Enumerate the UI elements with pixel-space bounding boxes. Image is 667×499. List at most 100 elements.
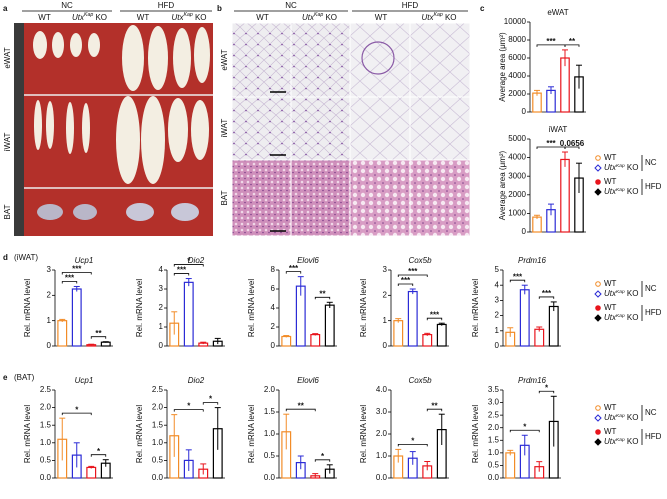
bar xyxy=(532,92,542,113)
y-tick-label: 0.0 xyxy=(40,473,52,482)
y-tick-label: 2 xyxy=(271,322,276,331)
legend-label: WT xyxy=(604,279,617,288)
legend-group: HFD xyxy=(645,182,662,191)
y-tick-label: 0.5 xyxy=(40,456,52,465)
gene-name: Utx xyxy=(171,13,184,22)
error-bar xyxy=(548,86,554,94)
error-bar xyxy=(507,449,514,456)
legend-marker xyxy=(594,164,602,172)
gene-name: Utx xyxy=(604,437,617,446)
significance-bracket xyxy=(285,408,316,412)
y-tick-label: 2 xyxy=(159,303,164,312)
y-tick-label: 2.0 xyxy=(376,429,388,438)
panel-letter: e xyxy=(3,373,8,382)
significance-label: *** xyxy=(401,276,411,285)
y-tick-label: 8000 xyxy=(508,35,526,44)
genotype-label: UtxKap KO xyxy=(604,163,638,172)
diet-header: NC xyxy=(61,1,73,10)
y-tick-label: 2.5 xyxy=(488,410,500,419)
significance-label: *** xyxy=(430,310,440,319)
chart-title: Dio2 xyxy=(188,376,205,385)
genotype-suffix: KO xyxy=(625,163,639,172)
significance-label: * xyxy=(523,422,527,431)
y-tick-label: 6000 xyxy=(508,53,526,62)
error-bar xyxy=(536,461,543,472)
y-tick-label: 2 xyxy=(495,311,500,320)
chart-title: Cox5b xyxy=(408,376,432,385)
y-tick-label: 5 xyxy=(495,265,500,274)
legend-marker xyxy=(594,290,602,298)
significance-label: ** xyxy=(95,329,102,338)
error-bar xyxy=(521,284,528,295)
significance-bracket xyxy=(538,390,555,394)
genotype-suffix: KO xyxy=(193,13,207,22)
bar xyxy=(534,328,545,347)
error-bar xyxy=(534,214,540,219)
y-tick-label: 8 xyxy=(271,265,276,274)
y-tick-label: 2.0 xyxy=(152,403,164,412)
gene-name: Utx xyxy=(604,289,617,298)
y-tick-label: 2.5 xyxy=(152,385,164,394)
y-tick-label: 4 xyxy=(495,280,500,289)
error-bar xyxy=(409,288,416,295)
significance-bracket xyxy=(61,281,78,284)
error-bar xyxy=(395,448,402,463)
significance-bracket xyxy=(397,283,414,286)
legend-label: WT xyxy=(604,303,617,312)
y-tick-label: 3.0 xyxy=(376,407,388,416)
error-bar xyxy=(534,89,540,96)
y-tick-label: 0 xyxy=(159,341,164,350)
legend-group: NC xyxy=(645,158,657,167)
y-tick-label: 1.5 xyxy=(152,420,164,429)
legend-marker xyxy=(594,438,602,446)
error-bar xyxy=(312,333,319,336)
error-bar xyxy=(102,459,109,467)
allele-superscript: Kap xyxy=(84,12,93,18)
y-tick-label: 0.5 xyxy=(152,456,164,465)
chart-title: Prdm16 xyxy=(518,256,547,265)
error-bar xyxy=(283,413,290,450)
significance-label: * xyxy=(187,402,191,411)
genotype-label: UtxKap KO xyxy=(72,12,107,22)
histology-tiles xyxy=(231,22,471,237)
y-tick-label: 4000 xyxy=(508,153,526,162)
genotype-suffix: KO xyxy=(93,13,107,22)
chart-title: Cox5b xyxy=(408,256,432,265)
y-tick-label: 1 xyxy=(495,326,500,335)
error-bar xyxy=(297,276,304,296)
y-tick-label: 1.5 xyxy=(488,435,500,444)
error-bar xyxy=(59,318,66,322)
y-axis-label: Rel. mRNA level xyxy=(23,405,32,463)
bar xyxy=(393,320,404,347)
chart-title: Dio2 xyxy=(188,256,205,265)
significance-label: *** xyxy=(72,265,82,274)
y-axis-label: Rel. mRNA level xyxy=(135,279,144,337)
genotype-label: UtxKap KO xyxy=(421,12,456,22)
tissue-label: BAT xyxy=(3,204,12,219)
y-tick-label: 0 xyxy=(383,341,388,350)
error-bar xyxy=(73,442,80,468)
genotype-label: UtxKap KO xyxy=(604,413,638,422)
significance-label: *** xyxy=(408,267,418,276)
y-tick-label: 0.0 xyxy=(488,473,500,482)
significance-label: *** xyxy=(289,264,299,273)
error-bar xyxy=(576,162,582,193)
error-bar xyxy=(214,407,221,450)
bar xyxy=(100,341,111,347)
error-bar xyxy=(550,395,557,447)
significance-label: *** xyxy=(546,37,556,46)
legend-marker xyxy=(595,281,601,287)
gene-name: Utx xyxy=(604,313,617,322)
genotype-label: UtxKap KO xyxy=(302,12,337,22)
genotype-label: WT xyxy=(137,13,150,22)
y-tick-label: 2.0 xyxy=(264,385,276,394)
bar xyxy=(407,290,418,347)
bar xyxy=(532,216,542,233)
y-tick-label: 1 xyxy=(47,316,52,325)
significance-label: * xyxy=(187,257,191,266)
legend-label: WT xyxy=(604,403,617,412)
error-bar xyxy=(548,203,554,216)
chart-title: Ucp1 xyxy=(75,256,94,265)
genotype-suffix: KO xyxy=(625,313,639,322)
y-tick-label: 2 xyxy=(383,290,388,299)
